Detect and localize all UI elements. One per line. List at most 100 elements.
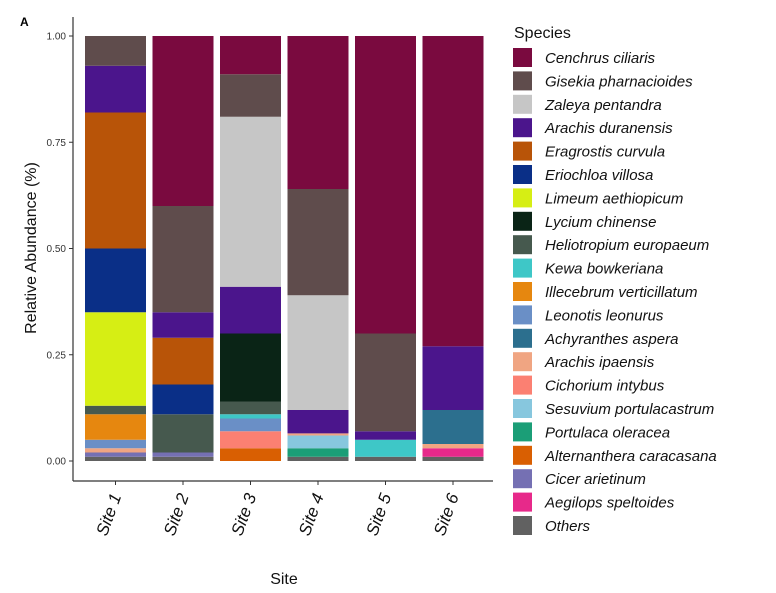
bar-segment-arachis-duranensis-site-4 <box>287 410 349 434</box>
bar-segment-arachis-duranensis-site-6 <box>422 346 484 410</box>
legend-swatch-limeum-aethiopicum <box>513 188 532 208</box>
bar-segment-cenchrus-ciliaris-site-4 <box>287 36 349 189</box>
legend-swatch-arachis-duranensis <box>513 118 532 138</box>
bar-segment-cenchrus-ciliaris-site-2 <box>152 36 214 206</box>
legend-title: Species <box>514 25 571 42</box>
bar-segment-sesuvium-portulacastrum-site-4 <box>287 435 349 449</box>
x-tick-label-site-4: Site 4 <box>295 491 328 538</box>
bar-segment-aegilops-speltoides-site-6 <box>422 448 484 457</box>
legend-swatch-gisekia-pharnacioides <box>513 71 532 91</box>
legend-swatch-aegilops-speltoides <box>513 492 532 512</box>
legend-label-portulaca-oleracea: Portulaca oleracea <box>545 424 670 441</box>
bar-segment-illecebrum-verticillatum-site-1 <box>85 414 146 440</box>
bar-segment-others-site-4 <box>287 456 349 461</box>
bar-segment-achyranthes-aspera-site-6 <box>422 410 484 444</box>
legend-swatch-cicer-arietinum <box>513 469 532 489</box>
bar-segment-alternanthera-caracasana-site-3 <box>220 448 281 461</box>
y-axis-ticks: 0.00 0.25 0.50 0.75 1.00 <box>47 32 73 468</box>
x-axis-ticks: Site 1 Site 2 Site 3 Site 4 Site 5 Site 6 <box>93 481 463 538</box>
bar-segment-heliotropium-europaeum-site-3 <box>220 401 281 415</box>
bar-segment-arachis-ipaensis-site-4 <box>287 433 349 436</box>
legend-swatch-arachis-ipaensis <box>513 352 532 372</box>
legend-swatch-achyranthes-aspera <box>513 328 532 348</box>
legend-label-cichorium-intybus: Cichorium intybus <box>545 378 665 395</box>
legend-label-eriochloa-villosa: Eriochloa villosa <box>545 167 653 184</box>
bars <box>85 36 484 461</box>
legend-swatch-cichorium-intybus <box>513 375 532 395</box>
bar-segment-heliotropium-europaeum-site-1 <box>85 405 146 415</box>
bar-segment-lycium-chinense-site-3 <box>220 333 281 402</box>
bar-segment-eriochloa-villosa-site-1 <box>85 248 146 313</box>
bar-segment-arachis-ipaensis-site-6 <box>422 444 484 449</box>
bar-segment-heliotropium-europaeum-site-2 <box>152 414 214 453</box>
legend-swatch-heliotropium-europaeum <box>513 235 532 255</box>
legend-label-alternanthera-caracasana: Alternanthera caracasana <box>544 448 717 465</box>
legend-swatch-alternanthera-caracasana <box>513 445 532 465</box>
legend: Cenchrus ciliaris Gisekia pharnacioides Za… <box>513 48 717 535</box>
legend-label-lycium-chinense: Lycium chinense <box>545 214 656 231</box>
bar-segment-gisekia-pharnacioides-site-4 <box>287 189 349 296</box>
legend-label-leonotis-leonurus: Leonotis leonurus <box>545 307 664 324</box>
bar-segment-gisekia-pharnacioides-site-2 <box>152 206 214 313</box>
legend-label-zaleya-pentandra: Zaleya pentandra <box>544 97 662 114</box>
legend-label-achyranthes-aspera: Achyranthes aspera <box>544 331 678 348</box>
bar-segment-gisekia-pharnacioides-site-5 <box>355 333 416 432</box>
legend-swatch-portulaca-oleracea <box>513 422 532 442</box>
bar-segment-cichorium-intybus-site-3 <box>220 431 281 449</box>
bar-segment-cicer-arietinum-site-1 <box>85 452 146 457</box>
legend-label-limeum-aethiopicum: Limeum aethiopicum <box>545 190 683 207</box>
legend-swatch-eragrostis-curvula <box>513 141 532 161</box>
bar-segment-cenchrus-ciliaris-site-5 <box>355 36 416 334</box>
legend-label-illecebrum-verticillatum: Illecebrum verticillatum <box>545 284 698 301</box>
legend-swatch-kewa-bowkeriana <box>513 258 532 278</box>
bar-segment-cicer-arietinum-site-2 <box>152 452 214 457</box>
legend-label-sesuvium-portulacastrum: Sesuvium portulacastrum <box>545 401 714 418</box>
bar-segment-arachis-duranensis-site-1 <box>85 65 146 113</box>
bar-segment-others-site-5 <box>355 456 416 461</box>
legend-swatch-eriochloa-villosa <box>513 165 532 184</box>
legend-label-others: Others <box>545 518 591 535</box>
bar-segment-zaleya-pentandra-site-3 <box>220 116 281 287</box>
bar-segment-kewa-bowkeriana-site-5 <box>355 439 416 457</box>
bar-segment-gisekia-pharnacioides-site-3 <box>220 74 281 117</box>
panel-label: A <box>20 15 29 29</box>
bar-segment-limeum-aethiopicum-site-1 <box>85 312 146 406</box>
bar-segment-eriochloa-villosa-site-2 <box>152 384 214 415</box>
x-tick-label-site-1: Site 1 <box>93 491 126 538</box>
legend-label-eragrostis-curvula: Eragrostis curvula <box>545 144 665 161</box>
bar-segment-arachis-duranensis-site-2 <box>152 312 214 338</box>
x-tick-label-site-3: Site 3 <box>228 490 261 538</box>
legend-label-aegilops-speltoides: Aegilops speltoides <box>544 495 675 512</box>
legend-label-arachis-ipaensis: Arachis ipaensis <box>544 354 655 371</box>
legend-swatch-lycium-chinense <box>513 211 532 231</box>
legend-label-arachis-duranensis: Arachis duranensis <box>544 120 673 137</box>
bar-segment-leonotis-leonurus-site-3 <box>220 418 281 432</box>
bar-segment-eragrostis-curvula-site-1 <box>85 112 146 249</box>
legend-swatch-cenchrus-ciliaris <box>513 48 532 67</box>
legend-swatch-others <box>513 516 532 535</box>
bar-segment-cenchrus-ciliaris-site-6 <box>422 36 484 347</box>
x-tick-label-site-2: Site 2 <box>160 490 193 538</box>
bar-segment-cenchrus-ciliaris-site-3 <box>220 36 281 75</box>
x-tick-label-site-6: Site 6 <box>430 490 463 538</box>
x-axis-title: Site <box>270 571 298 588</box>
legend-swatch-sesuvium-portulacastrum <box>513 399 532 418</box>
bar-segment-others-site-6 <box>422 456 484 461</box>
x-tick-label-site-5: Site 5 <box>363 490 396 538</box>
legend-swatch-illecebrum-verticillatum <box>513 282 532 301</box>
y-tick-label: 0.50 <box>47 244 67 255</box>
bar-segment-eragrostis-curvula-site-2 <box>152 337 214 385</box>
bar-segment-arachis-ipaensis-site-1 <box>85 448 146 453</box>
bar-segment-gisekia-pharnacioides-site-1 <box>85 36 146 66</box>
y-tick-label: 0.25 <box>47 350 67 361</box>
bar-segment-arachis-duranensis-site-5 <box>355 431 416 440</box>
legend-swatch-zaleya-pentandra <box>513 94 532 114</box>
y-tick-label: 0.75 <box>47 138 67 149</box>
legend-label-cicer-arietinum: Cicer arietinum <box>545 471 646 488</box>
bar-segment-others-site-1 <box>85 456 146 461</box>
y-tick-label: 1.00 <box>47 32 67 43</box>
legend-label-cenchrus-ciliaris: Cenchrus ciliaris <box>545 50 656 67</box>
bar-segment-leonotis-leonurus-site-1 <box>85 439 146 449</box>
bar-segment-kewa-bowkeriana-site-3 <box>220 414 281 419</box>
